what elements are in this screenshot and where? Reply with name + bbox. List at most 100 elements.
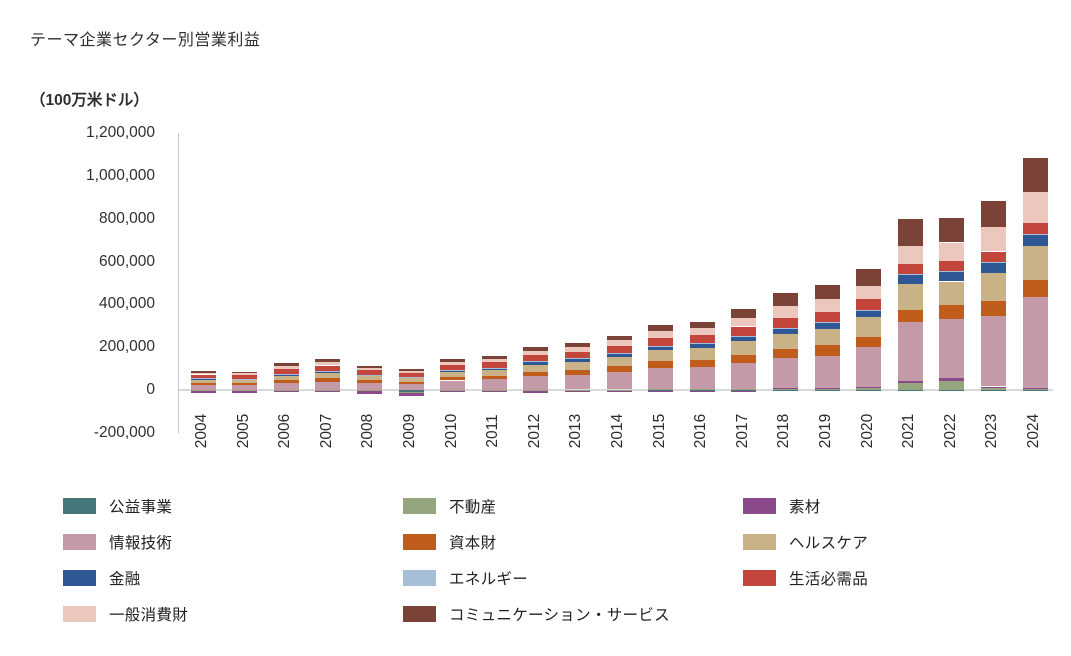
bar-segment-金融-2005 xyxy=(232,379,258,381)
bar-segment-不動産-2016 xyxy=(689,389,715,391)
y-tick-label: 1,200,000 xyxy=(86,124,155,141)
bar-segment-公益事業-2006 xyxy=(273,390,299,391)
x-tick-label-2011: 2011 xyxy=(484,414,502,448)
legend-item-エネルギー: エネルギー xyxy=(403,567,743,589)
bar-segment-情報技術-2020 xyxy=(856,347,882,387)
bar-segment-生活必需品-2022 xyxy=(939,260,965,271)
x-tick-label-2014: 2014 xyxy=(609,413,626,449)
bar-segment-ヘルスケア-2021 xyxy=(897,283,923,311)
bar-segment-ヘルスケア-2019 xyxy=(814,328,840,346)
bar-segment-金融-2017 xyxy=(731,336,757,342)
bar-segment-ヘルスケア-2017 xyxy=(731,341,757,355)
bar-segment-金融-2022 xyxy=(939,272,965,282)
x-tick-label-2004: 2004 xyxy=(193,413,210,449)
bar-segment-エネルギー-2015 xyxy=(648,345,674,347)
x-tick-label-2007: 2007 xyxy=(317,413,335,449)
bar-segment-一般消費財-2011 xyxy=(481,358,507,363)
bar-segment-金融-2024 xyxy=(1022,235,1048,247)
bar-segment-エネルギー-2013 xyxy=(564,358,590,360)
bar-segment-情報技術-2007 xyxy=(315,381,341,390)
bar-segment-情報技術-2013 xyxy=(564,374,590,390)
bar-segment-資本財-2014 xyxy=(606,366,632,373)
x-tick-label-2006: 2006 xyxy=(276,413,294,449)
bar-segment-一般消費財-2008 xyxy=(356,367,382,370)
legend-swatch-icon xyxy=(403,570,436,586)
bar-segment-ヘルスケア-2018 xyxy=(772,333,798,349)
bar-segment-ヘルスケア-2014 xyxy=(606,357,632,367)
bar-segment-エネルギー-2023 xyxy=(980,261,1006,264)
bar-segment-素材-2019 xyxy=(814,387,840,389)
legend-label: 公益事業 xyxy=(109,499,173,516)
bar-segment-資本財-2007 xyxy=(315,377,341,382)
bar-segment-一般消費財-2023 xyxy=(980,226,1006,252)
bar-segment-公益事業-2005 xyxy=(232,390,258,391)
bar-segment-生活必需品-2014 xyxy=(606,345,632,354)
bar-segment-エネルギー-2014 xyxy=(606,353,632,354)
bar-segment-資本財-2023 xyxy=(980,301,1006,316)
bar-segment-金融-2006 xyxy=(273,374,299,376)
bar-segment-不動産-2020 xyxy=(856,387,882,391)
bar-segment-素材-2020 xyxy=(856,386,882,388)
bar-segment-資本財-2005 xyxy=(232,383,258,386)
bar-segment-素材-2005 xyxy=(232,391,258,393)
bar-segment-一般消費財-2018 xyxy=(772,306,798,318)
bar-segment-生活必需品-2020 xyxy=(856,299,882,311)
bar-segment-金融-2010 xyxy=(440,370,466,373)
bar-segment-公益事業-2016 xyxy=(689,390,715,391)
x-tick-label-2024: 2024 xyxy=(1025,413,1042,449)
bar-segment-一般消費財-2019 xyxy=(814,299,840,312)
bar-segment-生活必需品-2015 xyxy=(648,337,674,346)
bar-segment-情報技術-2004 xyxy=(190,385,216,390)
bar-segment-金融-2020 xyxy=(856,311,882,318)
bar-segment-ヘルスケア-2010 xyxy=(440,372,466,378)
bar-segment-コミュニケーション・サービス-2009 xyxy=(398,368,424,371)
bar-segment-情報技術-2006 xyxy=(273,382,299,390)
legend-item-コミュニケーション・サービス: コミュニケーション・サービス xyxy=(403,603,743,625)
bar-segment-コミュニケーション・サービス-2013 xyxy=(564,343,590,348)
x-tick-label-2005: 2005 xyxy=(234,413,252,449)
bar-segment-エネルギー-2024 xyxy=(1022,233,1048,236)
bar-segment-金融-2018 xyxy=(772,328,798,334)
y-tick-label: -200,000 xyxy=(93,424,155,441)
legend-item-ヘルスケア: ヘルスケア xyxy=(743,531,1043,553)
bar-segment-コミュニケーション・サービス-2016 xyxy=(689,321,715,329)
bar-segment-情報技術-2021 xyxy=(897,322,923,381)
bar-segment-情報技術-2005 xyxy=(232,385,258,390)
bar-segment-情報技術-2024 xyxy=(1022,296,1048,388)
bar-segment-生活必需品-2009 xyxy=(398,372,424,377)
bar-segment-資本財-2013 xyxy=(564,369,590,375)
bar-segment-エネルギー-2016 xyxy=(689,343,715,345)
bar-segment-公益事業-2009 xyxy=(398,390,424,392)
bar-segment-コミュニケーション・サービス-2008 xyxy=(356,365,382,368)
bar-segment-ヘルスケア-2020 xyxy=(856,317,882,337)
bar-segment-コミュニケーション・サービス-2006 xyxy=(273,363,299,367)
y-tick-label: 200,000 xyxy=(98,338,155,356)
bar-segment-資本財-2019 xyxy=(814,345,840,356)
bar-segment-素材-2006 xyxy=(273,390,299,392)
bar-segment-金融-2012 xyxy=(523,362,549,365)
bar-segment-ヘルスケア-2022 xyxy=(939,281,965,306)
bar-segment-一般消費財-2004 xyxy=(190,372,216,375)
legend-item-情報技術: 情報技術 xyxy=(63,531,403,553)
bar-segment-ヘルスケア-2006 xyxy=(273,376,299,380)
bar-segment-生活必需品-2019 xyxy=(814,311,840,322)
bar-segment-一般消費財-2016 xyxy=(689,328,715,336)
legend: 公益事業 不動産 素材 情報技術 資本財 ヘルスケア 金融 エネルギー 生活必需品 一般消費財 コミ… xyxy=(63,488,1043,632)
bar-segment-不動産-2013 xyxy=(564,389,590,391)
legend-label: コミュニケーション・サービス xyxy=(449,607,670,624)
bar-segment-コミュニケーション・サービス-2023 xyxy=(980,200,1006,227)
bar-segment-生活必需品-2012 xyxy=(523,355,549,362)
bar-segment-情報技術-2018 xyxy=(772,358,798,389)
bar-segment-生活必需品-2006 xyxy=(273,368,299,374)
bar-segment-不動産-2018 xyxy=(772,388,798,391)
bar-segment-資本財-2024 xyxy=(1022,280,1048,297)
bar-segment-情報技術-2015 xyxy=(648,368,674,390)
bar-segment-情報技術-2017 xyxy=(731,362,757,390)
bar-segment-エネルギー-2022 xyxy=(939,270,965,273)
bar-segment-生活必需品-2011 xyxy=(481,362,507,368)
bar-segment-一般消費財-2015 xyxy=(648,331,674,338)
bar-segment-情報技術-2011 xyxy=(481,379,507,390)
plot-area xyxy=(178,133,1053,433)
bar-segment-生活必需品-2018 xyxy=(772,317,798,328)
